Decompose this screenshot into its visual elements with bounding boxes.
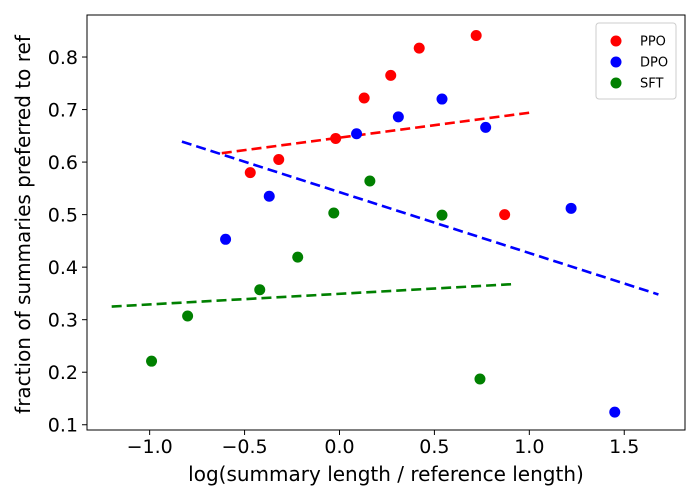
plot-content bbox=[111, 29, 659, 418]
y-tick-label-7: 0.7 bbox=[48, 100, 78, 122]
y-tick-label-3: 0.3 bbox=[48, 310, 78, 332]
x-tick-label-5: 1.0 bbox=[514, 436, 544, 458]
sft-point-6 bbox=[364, 175, 376, 187]
ppo-point-5 bbox=[385, 69, 397, 81]
sft-point-8 bbox=[474, 373, 486, 385]
dpo-point-4 bbox=[392, 111, 404, 123]
ppo-point-8 bbox=[499, 209, 511, 221]
ppo-point-6 bbox=[413, 42, 425, 54]
legend-marker-sft bbox=[610, 77, 622, 89]
dpo-point-6 bbox=[480, 121, 492, 133]
ppo-point-3 bbox=[330, 132, 342, 144]
x-tick-label-3: 0.0 bbox=[324, 436, 354, 458]
dpo-point-7 bbox=[565, 202, 577, 214]
dpo-trend-line bbox=[181, 140, 659, 296]
y-tick-label-4: 0.4 bbox=[48, 257, 78, 279]
y-tick-label-2: 0.2 bbox=[48, 362, 78, 384]
sft-trend-line bbox=[111, 282, 517, 308]
y-tick-label-1: 0.1 bbox=[48, 415, 78, 437]
ppo-point-7 bbox=[470, 29, 482, 41]
plot-area bbox=[111, 29, 659, 418]
legend: PPO DPO SFT bbox=[595, 22, 677, 100]
x-tick-label-4: 0.5 bbox=[419, 436, 449, 458]
dpo-point-1 bbox=[220, 233, 232, 245]
legend-label-dpo: DPO bbox=[640, 56, 668, 71]
legend-marker-ppo bbox=[610, 35, 622, 47]
y-tick-label-8: 0.8 bbox=[48, 47, 78, 69]
x-tick-label-6: 1.5 bbox=[609, 436, 639, 458]
sft-point-4 bbox=[292, 251, 304, 263]
legend-label-sft: SFT bbox=[640, 77, 664, 92]
legend-label-ppo: PPO bbox=[640, 35, 666, 50]
dpo-point-3 bbox=[351, 128, 363, 140]
sft-point-7 bbox=[436, 209, 448, 221]
dpo-point-5 bbox=[436, 93, 448, 105]
x-tick-label-1: −1.0 bbox=[127, 436, 173, 458]
sft-point-2 bbox=[182, 310, 194, 322]
x-tick-label-2: −0.5 bbox=[221, 436, 267, 458]
ppo-point-4 bbox=[358, 92, 370, 104]
y-axis-label: fraction of summaries preferred to ref bbox=[11, 34, 35, 414]
y-tick-label-5: 0.5 bbox=[48, 205, 78, 227]
sft-point-3 bbox=[254, 284, 266, 296]
plot-frame bbox=[86, 14, 686, 431]
ppo-trend-line bbox=[221, 111, 530, 155]
y-tick-label-6: 0.6 bbox=[48, 152, 78, 174]
ppo-point-2 bbox=[273, 153, 285, 165]
axes: −1.0 −0.5 0.0 0.5 1.0 1.5 0.1 0.2 0.3 0.4 0.5 0.6 0.… bbox=[48, 14, 686, 458]
x-axis-label: log(summary length / reference length) bbox=[188, 462, 584, 486]
legend-marker-dpo bbox=[610, 56, 622, 68]
ppo-point-1 bbox=[244, 167, 256, 179]
dpo-point-8 bbox=[609, 406, 621, 418]
dpo-point-2 bbox=[263, 190, 275, 202]
sft-point-5 bbox=[328, 207, 340, 219]
sft-point-1 bbox=[146, 355, 158, 367]
